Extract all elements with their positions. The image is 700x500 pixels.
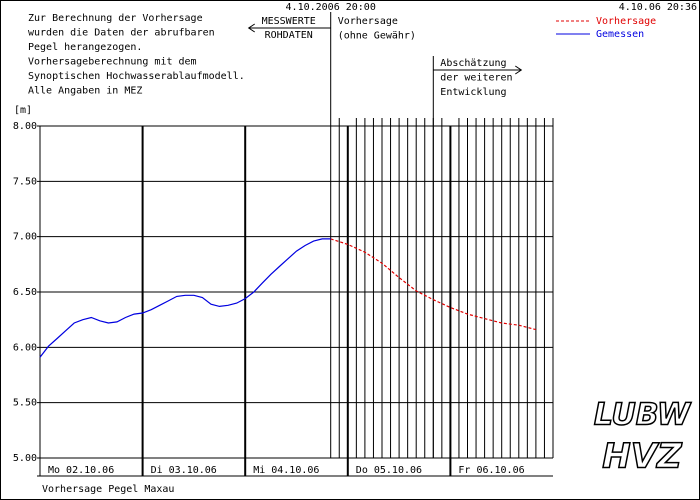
annotation-right: Entwicklung [440,87,506,98]
x-tick-label: Do 05.10.06 [356,465,422,476]
x-tick-label: Mi 04.10.06 [253,465,319,476]
x-tick-label: Fr 06.10.06 [458,465,524,476]
note: wurden die Daten der abrufbaren [28,28,215,39]
legend-label: Gemessen [596,29,644,40]
arrow-head [247,23,255,33]
x-tick-label: Di 03.10.06 [151,465,217,476]
note: Vorhersageberechnung mit dem [28,57,197,68]
annotation-top: 4.10.2006 20:00 [286,2,376,13]
annotation-left: ROHDATEN [265,30,313,41]
y-tick-label: 8.00 [13,121,37,132]
annotation-right: Abschätzung [440,58,506,69]
annotation-right: (ohne Gewähr) [338,31,416,42]
x-tick-label: Mo 02.10.06 [48,465,114,476]
y-tick-label: 7.50 [13,176,37,187]
note: Alle Angaben in MEZ [28,86,142,97]
arrow-head [515,65,523,75]
note: Zur Berechnung der Vorhersage [28,13,203,24]
annotation-left: MESSWERTE [262,16,316,27]
y-tick-label: 5.50 [13,398,37,409]
legend-label: Vorhersage [596,16,656,27]
annotation-right: Vorhersage [338,16,398,27]
annotation-right: der weiteren [440,73,512,84]
series-line [39,238,331,358]
y-tick-label: 6.00 [13,342,37,353]
logo: LUBW [594,398,692,433]
y-tick-label: 5.00 [13,453,37,464]
y-tick-label: 6.50 [13,287,37,298]
timestamp: 4.10.06 20:36 [619,2,697,13]
note: Synoptischen Hochwasserablaufmodell. [28,71,245,82]
y-axis-label: [m] [14,105,32,116]
note: Pegel herangezogen. [28,42,142,53]
series-line [330,238,537,331]
y-tick-label: 7.00 [13,232,37,243]
footer: Vorhersage Pegel Maxau [42,484,174,495]
logo: HVZ [602,437,683,477]
